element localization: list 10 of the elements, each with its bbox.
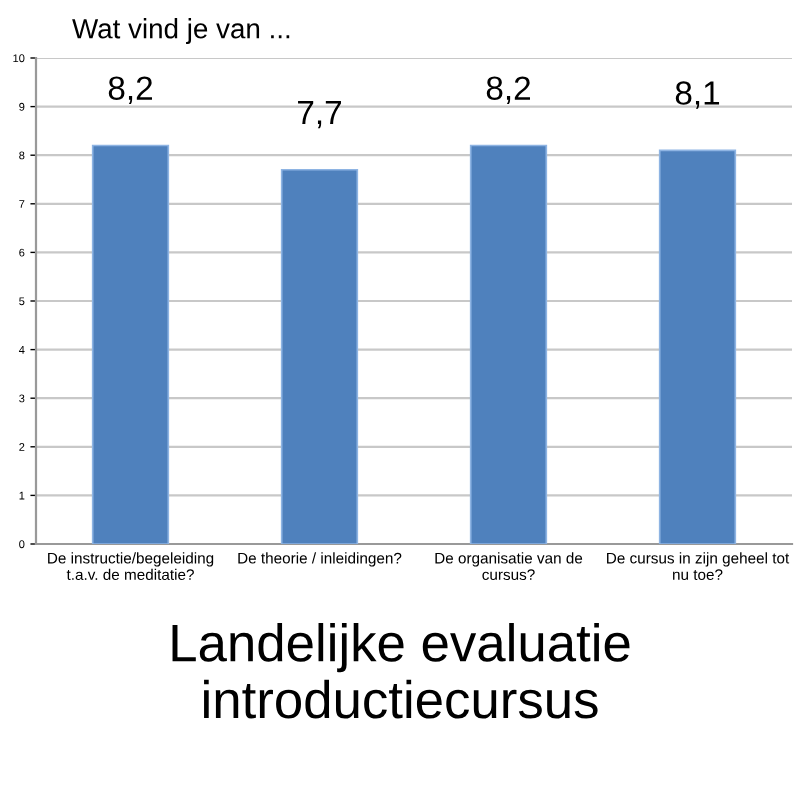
text: Landelijke evaluatie introductiecursus — [172, 622, 630, 719]
data-label: 7,7 — [298, 101, 341, 129]
bar — [91, 144, 170, 544]
chart-title: Wat vind je van ... — [72, 18, 290, 44]
bar — [469, 144, 548, 544]
bar — [280, 168, 359, 544]
bar — [658, 149, 737, 544]
data-label: 8,2 — [108, 76, 152, 104]
data-label: 8,2 — [486, 76, 530, 104]
data-label: 8,1 — [675, 81, 720, 109]
